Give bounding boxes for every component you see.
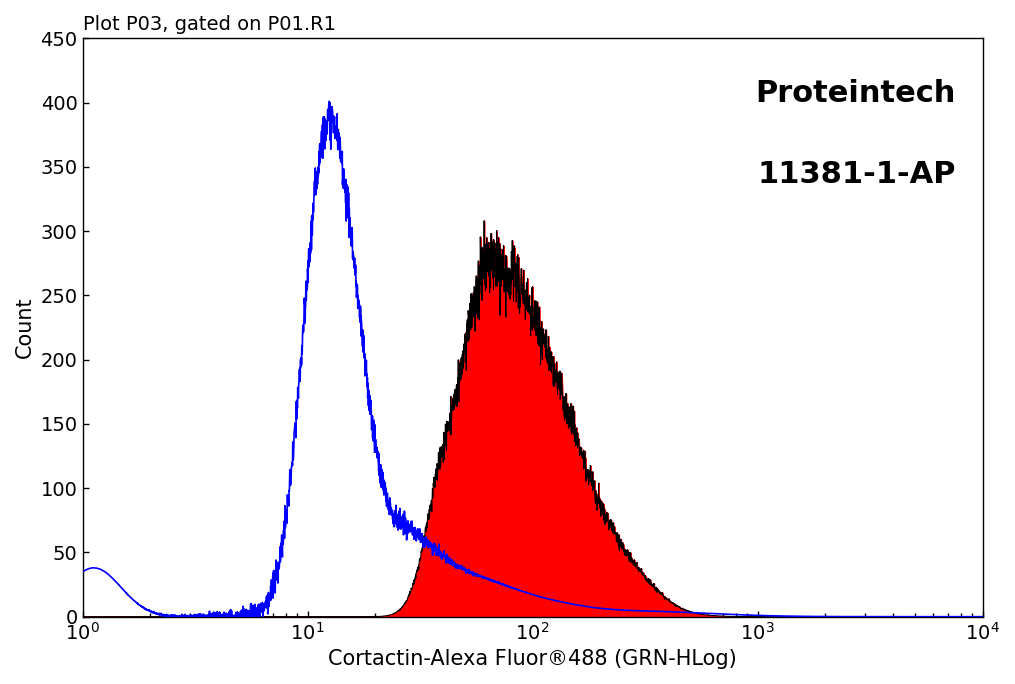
- Text: Proteintech: Proteintech: [755, 79, 955, 108]
- Y-axis label: Count: Count: [15, 297, 35, 358]
- X-axis label: Cortactin-Alexa Fluor®488 (GRN-HLog): Cortactin-Alexa Fluor®488 (GRN-HLog): [328, 649, 737, 669]
- Text: 11381-1-AP: 11381-1-AP: [757, 160, 955, 189]
- Text: Plot P03, gated on P01.R1: Plot P03, gated on P01.R1: [82, 15, 336, 34]
